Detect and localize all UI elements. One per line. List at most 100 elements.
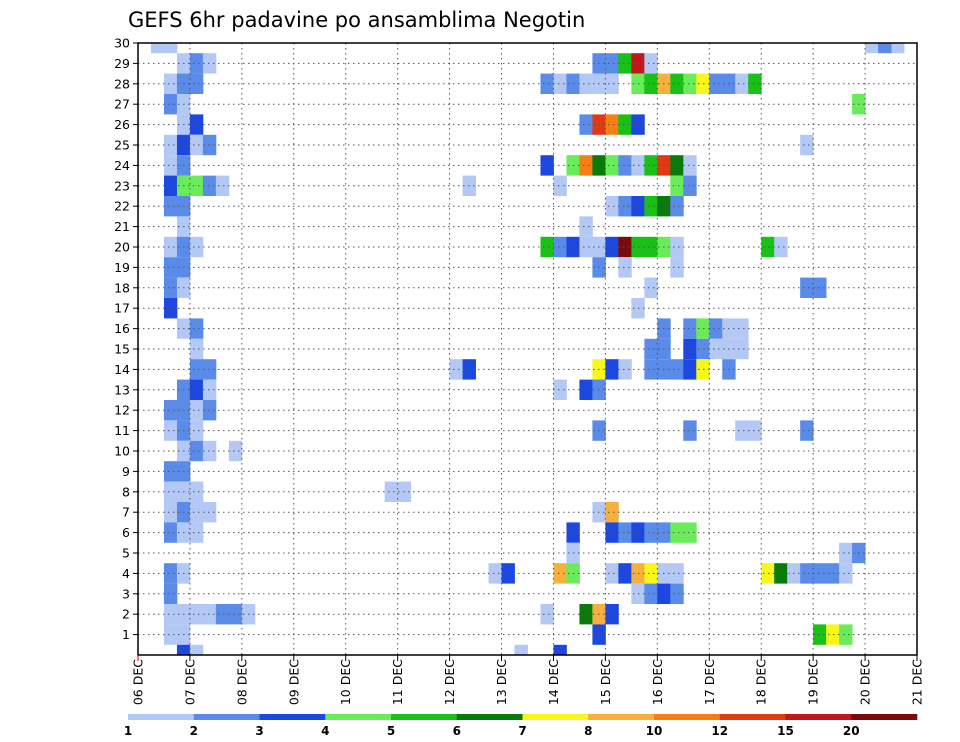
heatmap-cell bbox=[735, 318, 749, 339]
heatmap-cell bbox=[683, 420, 697, 441]
heatmap-cell bbox=[176, 644, 191, 655]
heatmap-cell bbox=[202, 53, 217, 74]
heatmap-cell bbox=[644, 277, 658, 298]
heatmap-cell bbox=[683, 359, 697, 380]
heatmap-cell bbox=[696, 318, 710, 339]
heatmap-cell bbox=[735, 338, 749, 360]
y-tick-label: 23 bbox=[114, 178, 130, 193]
heatmap-cell bbox=[189, 134, 204, 156]
y-tick-label: 28 bbox=[114, 76, 130, 91]
heatmap-cell bbox=[553, 644, 567, 655]
heatmap-cell bbox=[163, 420, 178, 441]
y-tick-label: 7 bbox=[122, 505, 130, 520]
colorbar-label: 8 bbox=[584, 724, 592, 738]
heatmap-cell bbox=[644, 53, 658, 74]
heatmap-cell bbox=[709, 73, 723, 94]
colorbar-label: 1 bbox=[124, 724, 132, 738]
heatmap-cell bbox=[618, 522, 632, 543]
heatmap-cell bbox=[189, 114, 204, 135]
heatmap-cell bbox=[735, 420, 749, 441]
heatmap-cell bbox=[163, 461, 178, 482]
heatmap-cells bbox=[150, 43, 905, 655]
heatmap-cell bbox=[826, 624, 840, 645]
heatmap-cell bbox=[163, 481, 178, 502]
heatmap-cell bbox=[163, 298, 178, 319]
heatmap-cell bbox=[579, 236, 593, 258]
heatmap-cell bbox=[553, 379, 567, 400]
y-tick-label: 14 bbox=[114, 362, 130, 377]
heatmap-cell bbox=[384, 481, 399, 502]
x-tick-label: 10 DEC bbox=[338, 659, 353, 705]
colorbar-label: 7 bbox=[518, 724, 526, 738]
heatmap-cell bbox=[189, 53, 204, 74]
y-tick-label: 19 bbox=[114, 260, 130, 275]
y-tick-label: 10 bbox=[114, 444, 130, 459]
colorbar-label: 3 bbox=[255, 724, 263, 738]
heatmap-cell bbox=[748, 73, 762, 94]
heatmap-cell bbox=[761, 563, 775, 584]
heatmap-cell bbox=[644, 522, 658, 543]
heatmap-cell bbox=[449, 359, 463, 380]
colorbar-label: 4 bbox=[321, 724, 329, 738]
colorbar-segment bbox=[522, 714, 589, 720]
heatmap-cell bbox=[618, 359, 632, 380]
colorbar-label: 5 bbox=[387, 724, 395, 738]
y-tick-label: 1 bbox=[122, 627, 130, 642]
colorbar-segment bbox=[456, 714, 523, 720]
heatmap-cell bbox=[202, 175, 217, 196]
y-tick-label: 20 bbox=[114, 240, 130, 255]
heatmap-cell bbox=[189, 338, 204, 360]
heatmap-cell bbox=[709, 338, 723, 360]
heatmap-cell bbox=[761, 236, 775, 258]
heatmap-cell bbox=[670, 583, 684, 604]
heatmap-cell bbox=[683, 155, 697, 176]
heatmap-cell bbox=[163, 257, 178, 278]
heatmap-cell bbox=[163, 502, 178, 523]
x-tick-label: 13 DEC bbox=[494, 659, 509, 705]
heatmap-cell bbox=[215, 604, 230, 625]
y-tick-label: 25 bbox=[114, 138, 130, 153]
y-tick-label: 3 bbox=[122, 586, 130, 601]
heatmap-cell bbox=[163, 196, 178, 217]
colorbar-segment bbox=[325, 714, 392, 720]
x-tick-label: 11 DEC bbox=[390, 659, 405, 705]
heatmap-cell bbox=[163, 563, 178, 584]
y-tick-label: 26 bbox=[114, 117, 130, 132]
x-tick-label: 21 DEC bbox=[910, 659, 925, 705]
heatmap-cell bbox=[163, 43, 178, 54]
y-tick-label: 4 bbox=[122, 566, 130, 581]
heatmap-cell bbox=[202, 379, 217, 400]
colorbar-segment bbox=[391, 714, 458, 720]
heatmap-cell bbox=[670, 73, 684, 94]
heatmap-cell bbox=[163, 400, 178, 421]
chart-title: GEFS 6hr padavine po ansamblima Negotin bbox=[128, 8, 585, 32]
heatmap-cell bbox=[163, 236, 178, 258]
heatmap-cell bbox=[644, 563, 658, 584]
x-tick-label: 20 DEC bbox=[858, 659, 873, 705]
y-tick-label: 8 bbox=[122, 484, 130, 499]
heatmap-cell bbox=[709, 318, 723, 339]
heatmap-cell bbox=[163, 277, 178, 298]
colorbar-segment bbox=[719, 714, 786, 720]
colorbar-segment bbox=[193, 714, 260, 720]
heatmap-cell bbox=[670, 522, 684, 543]
x-tick-label: 06 DEC bbox=[131, 659, 146, 705]
heatmap-cell bbox=[189, 420, 204, 441]
colorbar-segment bbox=[851, 714, 918, 720]
y-tick-label: 2 bbox=[122, 607, 130, 622]
colorbar-label: 10 bbox=[646, 724, 663, 738]
heatmap-cell bbox=[605, 53, 619, 74]
heatmap-cell bbox=[878, 43, 892, 54]
heatmap-cell bbox=[553, 73, 567, 94]
y-tick-label: 12 bbox=[114, 403, 130, 418]
heatmap-cell bbox=[618, 155, 632, 176]
y-tick-label: 18 bbox=[114, 280, 130, 295]
heatmap-cell bbox=[163, 155, 178, 176]
heatmap-cell bbox=[683, 318, 697, 339]
x-tick-label: 16 DEC bbox=[650, 659, 665, 705]
heatmap-cell bbox=[189, 379, 204, 400]
heatmap-cell bbox=[800, 420, 814, 441]
x-tick-label: 17 DEC bbox=[702, 659, 717, 705]
x-tick-label: 12 DEC bbox=[442, 659, 457, 705]
heatmap-cell bbox=[189, 175, 204, 196]
